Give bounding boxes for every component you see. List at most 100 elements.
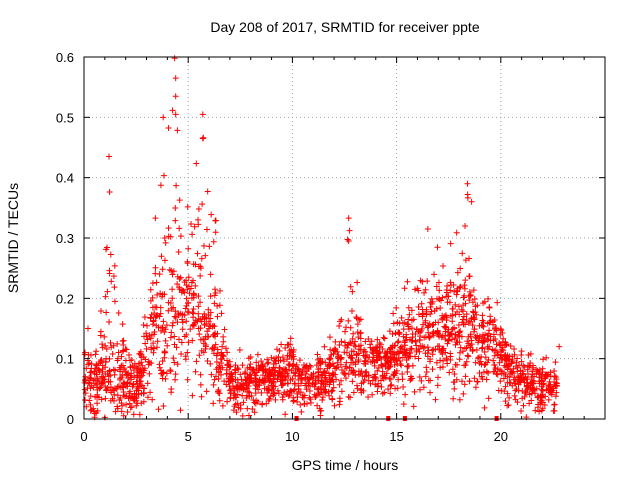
data-point	[212, 289, 219, 296]
data-point	[515, 387, 522, 394]
data-point	[135, 360, 142, 367]
data-point	[446, 332, 453, 339]
data-point	[342, 328, 349, 335]
data-point	[151, 345, 158, 352]
data-point	[148, 346, 155, 353]
data-point	[153, 344, 160, 351]
data-point	[509, 357, 516, 364]
data-point	[449, 318, 456, 325]
data-point	[126, 400, 133, 407]
data-point	[305, 382, 312, 389]
data-point	[245, 412, 252, 419]
data-point	[296, 357, 303, 364]
data-point	[306, 388, 313, 395]
data-point	[200, 349, 207, 356]
data-point	[114, 340, 121, 347]
data-point	[190, 290, 197, 297]
data-point	[282, 411, 289, 418]
data-point	[451, 335, 458, 342]
data-point	[247, 353, 254, 360]
data-point	[179, 319, 186, 326]
data-point	[274, 346, 281, 353]
data-point	[141, 333, 148, 340]
data-point	[552, 359, 559, 366]
data-point	[331, 402, 338, 409]
data-point	[514, 368, 521, 375]
data-point	[445, 337, 452, 344]
data-point	[518, 352, 525, 359]
data-point	[284, 388, 291, 395]
data-point	[451, 370, 458, 377]
data-point	[502, 351, 509, 358]
data-point	[410, 316, 417, 323]
data-point	[490, 337, 497, 344]
data-point	[394, 339, 401, 346]
data-point	[215, 375, 222, 382]
data-point	[290, 398, 297, 405]
data-point	[143, 345, 150, 352]
data-point	[252, 372, 259, 379]
data-point	[501, 388, 508, 395]
data-point	[454, 269, 461, 276]
data-point	[197, 381, 204, 388]
data-point	[551, 373, 558, 380]
data-point	[485, 330, 492, 337]
data-point	[174, 280, 181, 287]
y-tick-label: 0.1	[56, 352, 74, 367]
data-point	[259, 400, 266, 407]
data-point	[165, 299, 172, 306]
data-point	[416, 373, 423, 380]
data-point	[387, 390, 394, 397]
data-point	[200, 242, 207, 249]
data-point	[439, 364, 446, 371]
data-point	[398, 314, 405, 321]
data-point	[504, 366, 511, 373]
data-point	[184, 308, 191, 315]
data-point	[102, 293, 109, 300]
data-point	[172, 376, 179, 383]
data-point	[90, 408, 97, 415]
data-point	[363, 368, 370, 375]
data-point	[147, 286, 154, 293]
data-point	[472, 384, 479, 391]
data-point	[130, 411, 137, 418]
data-point	[259, 362, 266, 369]
data-point	[307, 399, 314, 406]
data-point	[214, 330, 221, 337]
data-point	[114, 392, 121, 399]
data-point	[443, 293, 450, 300]
data-point	[463, 358, 470, 365]
data-point	[462, 222, 469, 229]
data-point	[97, 358, 104, 365]
data-point	[288, 367, 295, 374]
data-point	[159, 324, 166, 331]
data-point	[128, 404, 135, 411]
data-point	[282, 345, 289, 352]
data-point	[439, 315, 446, 322]
data-point	[343, 365, 350, 372]
data-point	[538, 392, 545, 399]
data-point	[119, 362, 126, 369]
data-point	[326, 356, 333, 363]
data-point	[120, 392, 127, 399]
data-point	[463, 344, 470, 351]
data-point	[171, 359, 178, 366]
data-point	[214, 302, 221, 309]
data-point	[376, 354, 383, 361]
data-point	[350, 389, 357, 396]
data-point	[120, 337, 127, 344]
data-point	[214, 346, 221, 353]
data-point	[227, 378, 234, 385]
data-point	[115, 349, 122, 356]
data-point	[467, 333, 474, 340]
data-point	[249, 406, 256, 413]
data-point	[393, 304, 400, 311]
data-point	[305, 379, 312, 386]
data-point	[189, 392, 196, 399]
data-point	[160, 402, 167, 409]
data-point	[246, 371, 253, 378]
data-point	[391, 361, 398, 368]
data-point	[128, 356, 135, 363]
data-point	[530, 380, 537, 387]
data-point	[329, 376, 336, 383]
